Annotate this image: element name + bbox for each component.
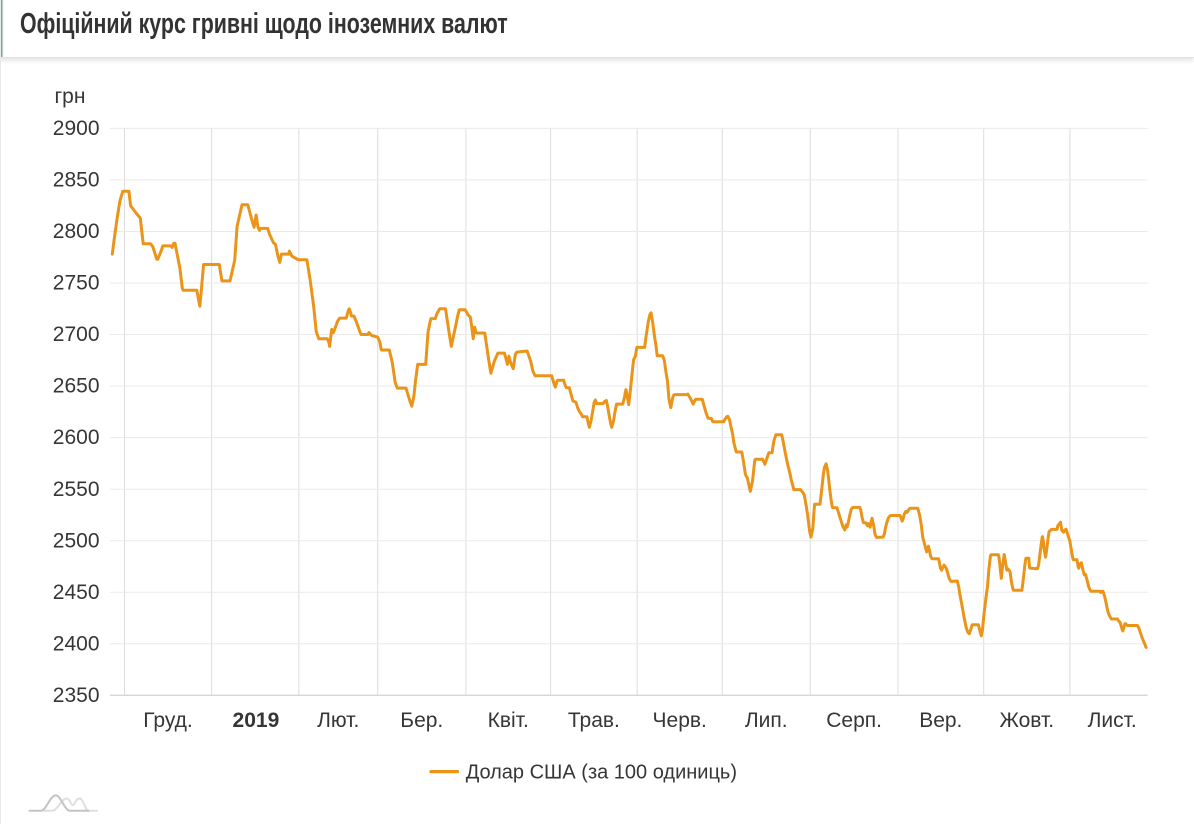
svg-text:2019: 2019 [233,709,280,732]
svg-text:2800: 2800 [53,220,100,243]
svg-text:Вер.: Вер. [919,709,962,732]
svg-text:2550: 2550 [53,478,100,501]
svg-text:Лист.: Лист. [1088,709,1137,732]
svg-text:2600: 2600 [53,426,100,449]
svg-text:Серп.: Серп. [826,709,882,732]
svg-text:Квіт.: Квіт. [488,709,529,732]
svg-text:Лют.: Лют. [317,709,359,732]
svg-text:грн: грн [55,85,86,108]
svg-text:2500: 2500 [53,529,100,552]
svg-text:Груд.: Груд. [143,709,193,732]
svg-text:2350: 2350 [53,684,100,707]
svg-text:2700: 2700 [53,323,100,346]
svg-text:2650: 2650 [53,375,100,398]
svg-text:2850: 2850 [53,169,100,192]
svg-text:Лип.: Лип. [745,709,788,732]
svg-text:Черв.: Черв. [653,709,707,732]
svg-text:Долар США (за 100 одиниць): Долар США (за 100 одиниць) [466,762,737,784]
svg-text:2900: 2900 [53,117,100,140]
svg-text:Жовт.: Жовт. [999,709,1054,732]
svg-text:Трав.: Трав. [568,709,620,732]
svg-text:Бер.: Бер. [400,709,443,732]
svg-text:2750: 2750 [53,272,100,295]
svg-text:2450: 2450 [53,581,100,604]
svg-text:2400: 2400 [53,632,100,655]
